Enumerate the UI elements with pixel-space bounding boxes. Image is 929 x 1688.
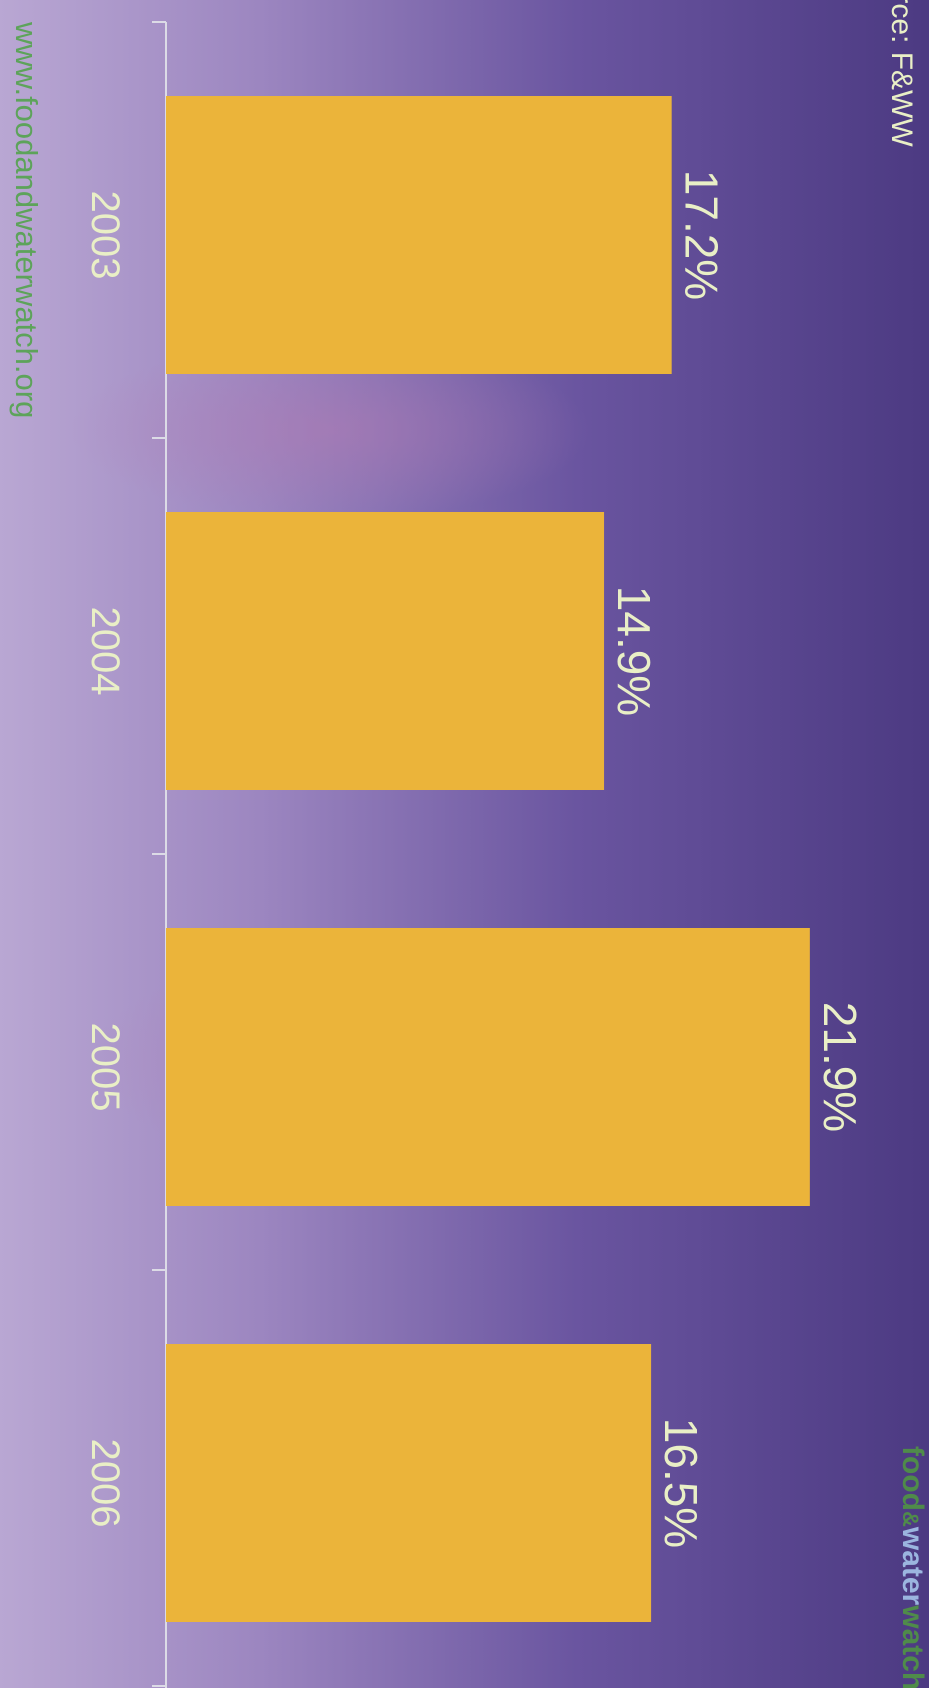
- background-glow: [70, 340, 590, 520]
- bars-group: [166, 96, 810, 1622]
- data-labels-group: 17.2% 14.9% 21.9% 16.5%: [608, 170, 866, 1548]
- axis-ticks: [152, 21, 166, 1687]
- logo-ampersand: &: [898, 1511, 923, 1527]
- logo-water: water: [896, 1526, 929, 1606]
- category-label-2004: 2004: [83, 607, 127, 696]
- data-label-2003: 17.2%: [676, 170, 728, 300]
- data-label-2004: 14.9%: [608, 586, 660, 716]
- category-label-2003: 2003: [83, 191, 127, 280]
- data-label-2005: 21.9%: [814, 1002, 866, 1132]
- logo-watch: watch: [896, 1604, 929, 1688]
- bar-2006: [166, 1344, 652, 1622]
- category-labels-group: 2003 2004 2005 2006: [83, 191, 127, 1528]
- category-label-2005: 2005: [83, 1023, 127, 1112]
- website-url: www.foodandwaterwatch.org: [9, 21, 44, 418]
- source-label: Source: F&WW: [885, 0, 918, 147]
- bar-2003: [166, 96, 672, 374]
- bar-2005: [166, 928, 810, 1206]
- data-label-2006: 16.5%: [655, 1418, 707, 1548]
- bar-2004: [166, 512, 605, 790]
- category-label-2006: 2006: [83, 1439, 127, 1528]
- food-and-water-watch-logo: food&waterwatch: [896, 1446, 929, 1688]
- logo-food: food: [896, 1446, 929, 1511]
